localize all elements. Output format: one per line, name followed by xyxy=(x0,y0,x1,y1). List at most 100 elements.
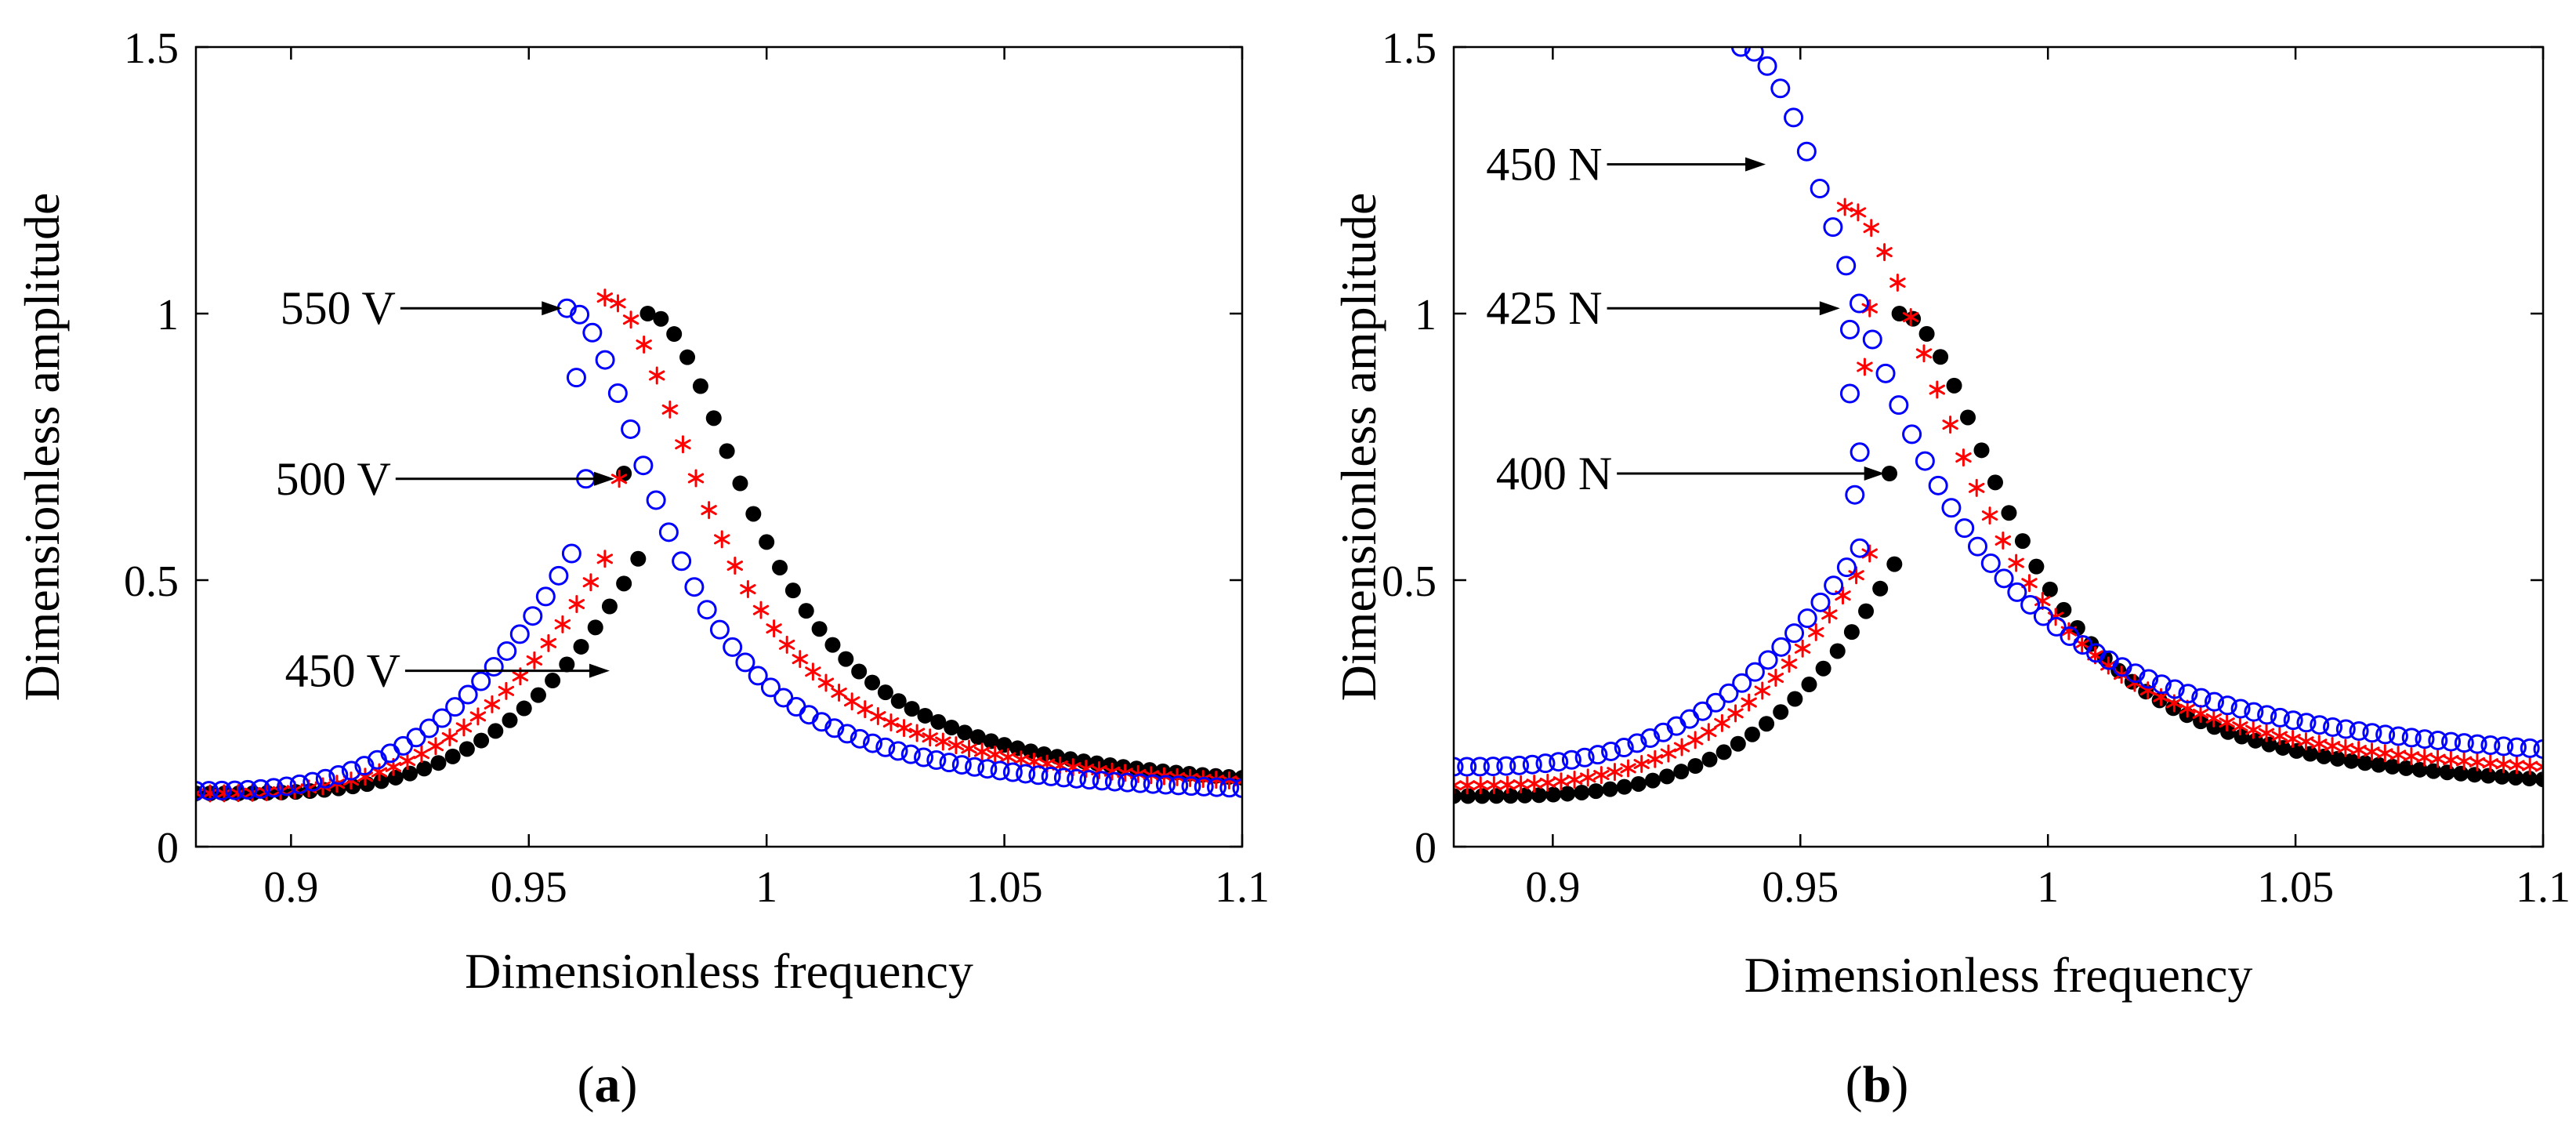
marker-dot xyxy=(705,410,722,426)
marker-dot xyxy=(1933,349,1949,365)
marker-asterisk xyxy=(610,470,628,488)
x-axis-label-b: Dimensionless frequency xyxy=(1745,947,2253,1003)
marker-asterisk xyxy=(1714,713,1730,732)
marker-dot xyxy=(2466,767,2483,783)
marker-dot xyxy=(1687,758,1704,775)
marker-dot xyxy=(2343,753,2360,769)
marker-dot xyxy=(2042,581,2058,597)
marker-asterisk xyxy=(2443,751,2459,770)
x-tick-label: 1.05 xyxy=(966,863,1043,912)
marker-circle xyxy=(1457,757,1477,777)
marker-asterisk xyxy=(2455,752,2473,771)
marker-circle xyxy=(2244,702,2264,722)
marker-circle xyxy=(1016,764,1036,784)
marker-asterisk xyxy=(1454,776,1462,795)
marker-asterisk xyxy=(687,469,705,488)
marker-asterisk xyxy=(1821,605,1838,624)
marker-circle xyxy=(1744,47,1764,62)
series-450-v xyxy=(196,306,1242,801)
marker-circle xyxy=(1092,771,1112,791)
marker-circle xyxy=(1796,141,1817,161)
marker-circle xyxy=(2283,710,2303,731)
marker-circle xyxy=(303,771,323,792)
marker-asterisk xyxy=(843,692,860,711)
marker-circle xyxy=(1850,442,1870,463)
marker-circle xyxy=(2467,734,2487,754)
series-425-n xyxy=(1454,198,2543,795)
series-400-n xyxy=(1454,306,2543,804)
y-tick-label: 1.5 xyxy=(1382,24,1437,73)
marker-circle xyxy=(2349,720,2369,741)
marker-circle xyxy=(607,383,628,403)
marker-dot xyxy=(1744,726,1760,742)
marker-circle xyxy=(2401,728,2422,748)
marker-dot xyxy=(1882,466,1897,481)
marker-asterisk xyxy=(1486,776,1502,795)
marker-asterisk xyxy=(2258,724,2275,742)
marker-circle xyxy=(672,551,692,572)
marker-asterisk xyxy=(2403,747,2420,766)
marker-dot xyxy=(1673,764,1690,780)
marker-asterisk xyxy=(1794,639,1811,658)
axis-ticks-a: 0.9 0.95 1 1.05 1.1 0 0.5 1 1.5 xyxy=(124,24,1270,912)
marker-circle xyxy=(199,781,219,801)
marker-dot xyxy=(2001,505,2017,521)
arrow-head xyxy=(1864,466,1885,481)
marker-asterisk xyxy=(2021,574,2038,593)
marker-asterisk xyxy=(2298,732,2314,751)
marker-dot xyxy=(516,700,532,717)
marker-dot xyxy=(1659,768,1676,785)
x-axis-label-a: Dimensionless frequency xyxy=(465,943,973,999)
marker-circle xyxy=(2060,626,2080,647)
marker-circle xyxy=(1862,329,1882,350)
panel-label-b: (b) xyxy=(1846,1056,1909,1113)
annotation-label: 425 N xyxy=(1486,282,1602,334)
marker-dot xyxy=(2028,558,2045,575)
marker-circle xyxy=(1574,747,1595,768)
marker-asterisk xyxy=(484,695,501,713)
marker-asterisk xyxy=(2245,720,2262,739)
marker-dot xyxy=(969,729,986,746)
marker-circle xyxy=(523,606,543,626)
marker-circle xyxy=(1994,568,2014,589)
marker-asterisk xyxy=(1458,776,1476,795)
marker-dot xyxy=(1973,442,1990,459)
marker-asterisk xyxy=(701,501,717,520)
marker-circle xyxy=(1810,179,1830,199)
marker-circle xyxy=(2533,739,2543,760)
marker-circle xyxy=(2230,699,2251,719)
arrow-head xyxy=(589,663,610,678)
marker-circle xyxy=(1454,757,1464,777)
marker-dot xyxy=(1987,474,2003,491)
marker-asterisk xyxy=(2271,727,2288,746)
marker-dot xyxy=(530,687,546,703)
marker-circle xyxy=(1784,623,1805,644)
marker-asterisk xyxy=(2205,709,2222,728)
marker-circle xyxy=(1784,107,1804,128)
marker-circle xyxy=(2205,691,2225,712)
marker-dot xyxy=(1460,788,1476,804)
marker-circle xyxy=(850,728,870,749)
marker-circle xyxy=(709,619,730,640)
marker-dot xyxy=(639,306,656,321)
marker-circle xyxy=(2362,723,2382,743)
marker-asterisk xyxy=(610,294,626,313)
marker-dot xyxy=(1787,691,1803,707)
annotations-a: 550 V 500 V 450 V xyxy=(276,282,614,697)
marker-asterisk xyxy=(1861,299,1878,318)
marker-asterisk xyxy=(1647,749,1664,768)
marker-circle xyxy=(2428,730,2448,750)
marker-asterisk xyxy=(778,635,795,654)
marker-dot xyxy=(1918,325,1935,342)
marker-asterisk xyxy=(857,700,873,719)
marker-dot xyxy=(2494,768,2510,785)
marker-asterisk xyxy=(1741,693,1757,712)
x-tick-label: 0.9 xyxy=(263,863,318,912)
marker-circle xyxy=(419,718,440,739)
marker-circle xyxy=(1941,498,1962,518)
marker-dot xyxy=(1502,788,1519,804)
marker-asterisk xyxy=(1526,775,1542,793)
marker-asterisk xyxy=(1767,669,1784,688)
marker-circle xyxy=(646,490,666,510)
annotation-label: 450 N xyxy=(1486,139,1602,191)
